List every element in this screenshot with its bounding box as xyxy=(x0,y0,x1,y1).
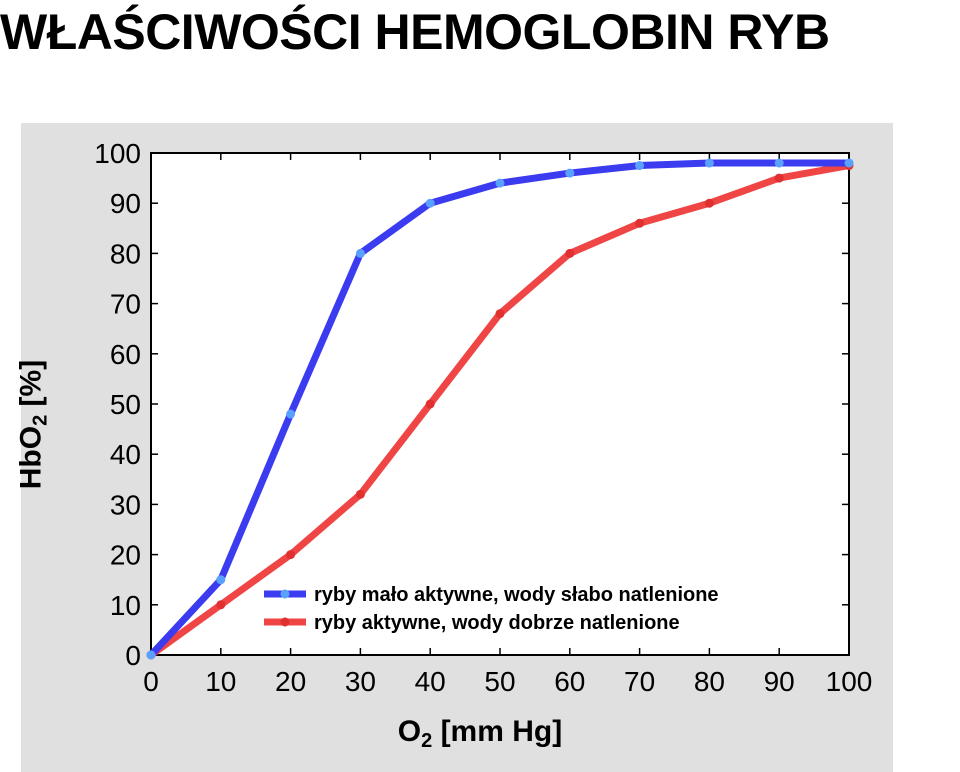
x-tick-label: 0 xyxy=(143,666,159,697)
data-point xyxy=(704,198,714,208)
data-point xyxy=(635,218,645,228)
y-tick-label: 20 xyxy=(110,540,141,571)
line-chart: 0 10 20 30 40 50 60 70 80 90 100 0 10 20 30 40 50 60 70 80… xyxy=(94,138,872,697)
data-point xyxy=(635,161,645,171)
chart-panel: 0 10 20 30 40 50 60 70 80 90 100 0 10 20 30 40 50 60 70 80… xyxy=(21,123,893,772)
legend-label: ryby aktywne, wody dobrze natlenione xyxy=(314,612,680,634)
y-tick-label: 100 xyxy=(94,138,141,169)
y-tick-label: 10 xyxy=(110,590,141,621)
y-tick-label: 80 xyxy=(110,238,141,269)
y-axis-ticks: 0 10 20 30 40 50 60 70 80 90 100 xyxy=(94,138,849,671)
x-tick-label: 100 xyxy=(826,666,873,697)
data-point xyxy=(844,158,854,168)
x-tick-label: 40 xyxy=(415,666,446,697)
data-point xyxy=(704,158,714,168)
y-tick-label: 60 xyxy=(110,339,141,370)
data-point xyxy=(425,198,435,208)
data-point xyxy=(565,248,575,258)
data-point xyxy=(216,600,226,610)
data-point xyxy=(355,489,365,499)
x-tick-label: 90 xyxy=(764,666,795,697)
x-tick-label: 30 xyxy=(345,666,376,697)
x-tick-label: 10 xyxy=(205,666,236,697)
data-point xyxy=(355,248,365,258)
x-tick-label: 60 xyxy=(554,666,585,697)
data-point xyxy=(495,178,505,188)
data-point xyxy=(495,309,505,319)
y-tick-label: 70 xyxy=(110,289,141,320)
legend-label: ryby mało aktywne, wody słabo natlenione xyxy=(314,584,719,606)
data-point xyxy=(774,158,784,168)
data-point xyxy=(425,399,435,409)
data-point xyxy=(565,168,575,178)
x-axis-ticks: 0 10 20 30 40 50 60 70 80 90 100 xyxy=(143,153,872,697)
y-tick-label: 0 xyxy=(125,640,141,671)
y-tick-label: 50 xyxy=(110,389,141,420)
data-point xyxy=(146,650,156,660)
chart-series xyxy=(146,158,854,660)
legend-swatch-marker xyxy=(280,589,290,599)
page-title: WŁAŚCIWOŚCI HEMOGLOBIN RYB xyxy=(0,4,830,60)
y-axis-label: HbO2 [%] xyxy=(14,359,52,490)
data-point xyxy=(286,550,296,560)
chart-legend: ryby mało aktywne, wody słabo natlenione… xyxy=(264,584,719,634)
x-tick-label: 80 xyxy=(694,666,725,697)
y-tick-label: 40 xyxy=(110,439,141,470)
y-tick-label: 30 xyxy=(110,489,141,520)
legend-swatch-marker xyxy=(280,617,290,627)
data-point xyxy=(216,575,226,585)
x-axis-label: O2 [mm Hg] xyxy=(397,715,563,752)
x-tick-label: 70 xyxy=(624,666,655,697)
y-tick-label: 90 xyxy=(110,188,141,219)
data-point xyxy=(774,173,784,183)
x-tick-label: 20 xyxy=(275,666,306,697)
x-tick-label: 50 xyxy=(484,666,515,697)
data-point xyxy=(286,409,296,419)
